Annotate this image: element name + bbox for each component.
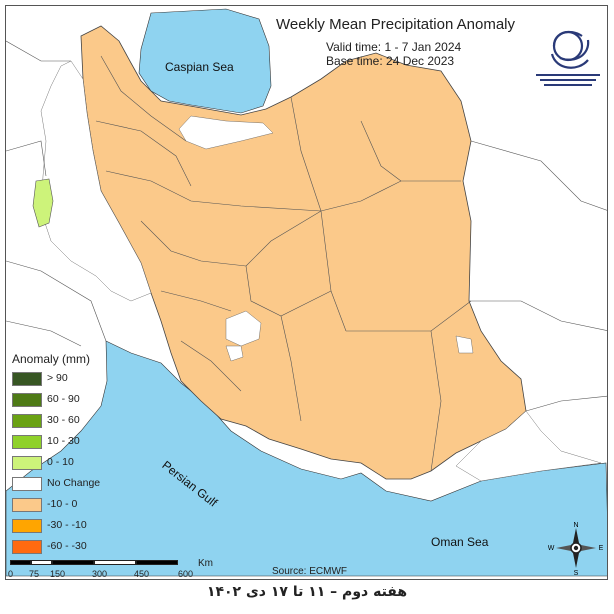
legend-label: > 90 [47,372,68,384]
legend-swatch [12,435,42,449]
legend-label: -60 - -30 [47,540,87,552]
positive-anomaly-patch [32,178,54,228]
base-time: Base time: 24 Dec 2023 [326,54,455,68]
no-change-east [455,335,474,354]
legend-label: -30 - -10 [47,519,87,531]
caspian-sea-label: Caspian Sea [165,60,234,74]
legend-swatch [12,540,42,554]
map-title: Weekly Mean Precipitation Anomaly [276,16,516,33]
legend-title: Anomaly (mm) [12,352,91,366]
legend-swatch [12,414,42,428]
scale-tick: 75 [29,569,40,579]
no-change-center [225,310,262,347]
province-borders [95,55,472,472]
source-text: Source: ECMWF [272,566,348,577]
scale-tick: 600 [178,569,194,579]
legend-swatch [12,372,42,386]
country-borders [6,40,607,412]
legend-swatch [12,456,42,470]
legend-label: 30 - 60 [47,414,80,426]
scale-tick: 300 [92,569,108,579]
no-change-west [40,60,152,302]
compass-w: W [548,545,555,552]
compass-e: E [599,545,604,552]
legend-swatch [12,477,42,491]
legend-swatch [12,519,42,533]
caspian-sea [138,8,272,114]
legend-label: 0 - 10 [47,456,74,468]
legend-swatch [12,498,42,512]
scale-tick: 450 [134,569,150,579]
legend-label: No Change [47,477,101,489]
no-change-center-2 [225,345,244,362]
persian-week-caption: هفته دوم – ۱۱ تا ۱۷ دی ۱۴۰۲ [206,584,408,600]
compass-s: S [574,570,579,576]
map-frame [5,5,608,580]
scale-unit: Km [198,558,213,569]
legend-label: 60 - 90 [47,393,80,405]
scale-tick: 150 [50,569,66,579]
legend-label: 10 - 30 [47,435,80,447]
north-arrow-compass: N S E W [548,522,604,576]
precipitation-map [6,8,607,577]
legend-swatch [12,393,42,407]
scale-bar [10,560,200,567]
legend-label: -10 - 0 [47,498,78,510]
valid-time: Valid time: 1 - 7 Jan 2024 [326,40,462,54]
scale-tick: 0 [8,569,14,579]
organization-logo [536,30,600,86]
no-change-north [178,115,274,150]
compass-n: N [573,522,578,529]
no-change-southeast [455,410,602,482]
oman-sea-label: Oman Sea [431,535,489,549]
